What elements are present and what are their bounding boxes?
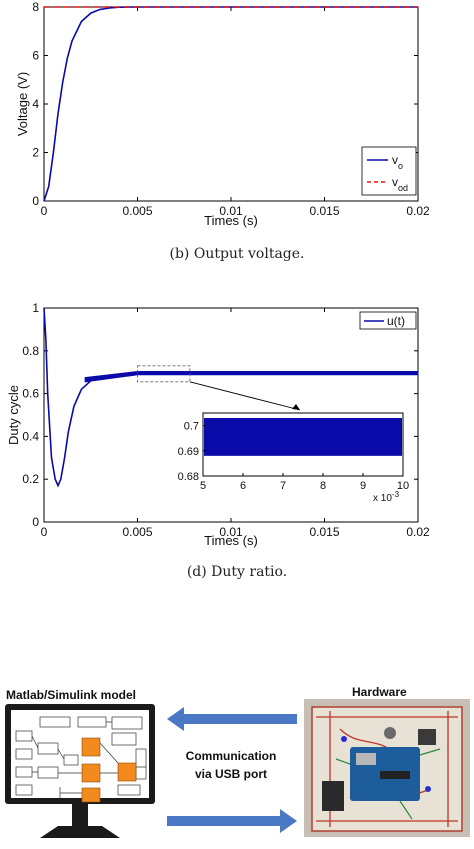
output-voltage-plot-area: 0 0.005 0.01 0.015 0.02 0 2 4 6 8 Times (s) Voltage… <box>15 0 430 228</box>
voltage-y-tick-label: 8 <box>32 0 39 14</box>
inset-x-tick-label: 5 <box>200 480 206 492</box>
legend-label: u(t) <box>387 314 405 328</box>
orange-block <box>81 787 101 803</box>
duty-y-tick-label: 0.2 <box>22 472 39 486</box>
duty-y-tick-label: 1 <box>32 301 39 315</box>
zoom-region-box <box>137 365 191 383</box>
voltage-axes-frame <box>43 6 419 202</box>
hardware-title: Hardware <box>352 685 407 699</box>
voltage-x-tick-label: 0 <box>41 204 48 218</box>
duty-x-tick-label: 0.02 <box>406 525 430 539</box>
output-voltage-caption: (b) Output voltage. <box>169 246 305 262</box>
duty-y-tick-label: 0 <box>32 515 39 529</box>
orange-block <box>81 763 101 783</box>
legend-label: vo <box>392 153 403 171</box>
arrow-to-simulink <box>167 707 297 731</box>
voltage-x-tick-label: 0.005 <box>122 204 152 218</box>
arrow-to-hardware <box>167 809 297 833</box>
duty-ratio-plot-area: 0 0.005 0.01 0.015 0.02 0 0.2 0.4 0.6 0.8 1 Times (… <box>6 301 430 548</box>
x-axis-label: Times (s) <box>204 213 258 228</box>
inset-x-tick-label: 7 <box>280 480 286 492</box>
voltage-y-tick-label: 4 <box>32 97 39 111</box>
duty-y-tick-label: 0.4 <box>22 429 39 443</box>
voltage-x-tick-label: 0.02 <box>406 204 430 218</box>
voltage-y-tick-label: 2 <box>32 146 39 160</box>
duty-y-tick-label: 0.8 <box>22 344 39 358</box>
inset-oscillation-band <box>204 418 402 456</box>
series-line-vo <box>43 6 418 202</box>
orange-block <box>81 737 101 757</box>
inset-x-tick-label: 10 <box>397 480 409 492</box>
communication-label: Communication <box>186 749 277 763</box>
inset-y-tick-label: 0.69 <box>178 446 199 458</box>
duty-ratio-caption: (d) Duty ratio. <box>186 564 288 580</box>
inset-y-tick-label: 0.7 <box>184 421 199 433</box>
voltage-y-tick-label: 6 <box>32 49 39 63</box>
simulink-orange-blocks <box>81 737 137 803</box>
inset-x-tick-label: 9 <box>360 480 366 492</box>
output-voltage-chart: 0 0.005 0.01 0.015 0.02 0 2 4 6 8 Times (s) Voltage… <box>15 0 430 228</box>
duty-y-tick-label: 0.6 <box>22 387 39 401</box>
usb-port-label: via USB port <box>195 767 267 781</box>
voltage-y-tick-label: 0 <box>32 194 39 208</box>
y-axis-label: Duty cycle <box>6 385 21 445</box>
hardware-setup-figure: Communication via USB port <box>5 699 470 838</box>
duty-x-tick-label: 0.015 <box>309 525 339 539</box>
legend-box <box>359 311 417 330</box>
voltage-x-tick-label: 0.01 <box>219 204 243 218</box>
zoom-arrow-line <box>189 381 301 411</box>
simulink-model-title: Matlab/Simulink model <box>6 688 137 702</box>
inset-x-tick-label: 8 <box>320 480 326 492</box>
zoom-arrow-head <box>292 404 300 410</box>
duty-x-tick-label: 0.01 <box>219 525 243 539</box>
x-axis-label: Times (s) <box>204 533 258 548</box>
duty-ratio-chart: 0 0.005 0.01 0.015 0.02 0 0.2 0.4 0.6 0.8 1 Times (… <box>6 301 430 548</box>
orange-block <box>117 762 137 782</box>
voltage-x-tick-label: 0.015 <box>309 204 339 218</box>
simulink-diagram <box>15 716 147 799</box>
inset-y-tick-label: 0.68 <box>178 471 199 483</box>
hardware-photo <box>304 699 470 837</box>
duty-x-tick-label: 0.005 <box>122 525 152 539</box>
y-axis-label: Voltage (V) <box>15 72 30 136</box>
duty-x-tick-label: 0 <box>41 525 48 539</box>
inset-x-tick-label: 6 <box>240 480 246 492</box>
legend-box <box>361 146 417 196</box>
